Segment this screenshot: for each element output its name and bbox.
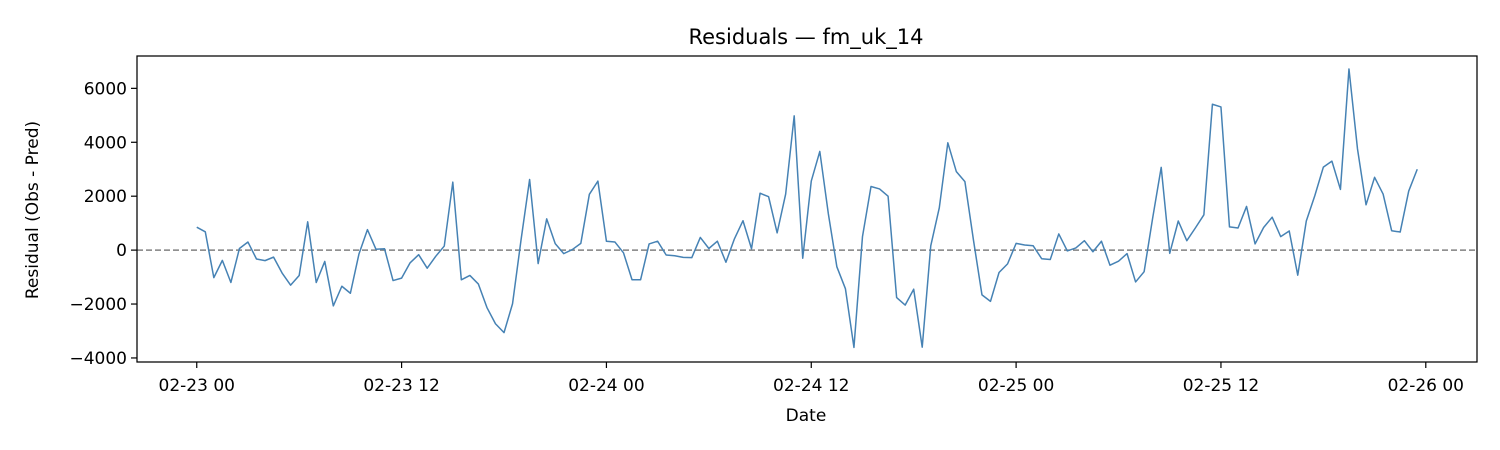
y-tick-label: 4000 bbox=[84, 133, 127, 153]
x-tick-label: 02-24 00 bbox=[568, 376, 644, 396]
y-tick-label: −2000 bbox=[69, 295, 127, 315]
residual-series-line bbox=[196, 68, 1418, 349]
plot-area bbox=[137, 68, 1477, 349]
x-axis-label: Date bbox=[786, 406, 827, 426]
plot-frame bbox=[136, 55, 1478, 363]
x-tick-label: 02-24 12 bbox=[773, 376, 849, 396]
x-tick-label: 02-23 12 bbox=[363, 376, 439, 396]
y-tick-label: 0 bbox=[116, 241, 127, 261]
y-tick-label: 6000 bbox=[84, 79, 127, 99]
x-tick-label: 02-26 00 bbox=[1388, 376, 1464, 396]
y-tick-label: −4000 bbox=[69, 349, 127, 369]
y-tick-label: 2000 bbox=[84, 187, 127, 207]
x-tick-label: 02-23 00 bbox=[159, 376, 235, 396]
x-axis: 02-23 00 02-23 12 02-24 00 02-24 12 02-25 00… bbox=[159, 362, 1464, 396]
y-axis-label: Residual (Obs - Pred) bbox=[23, 121, 43, 299]
x-tick-label: 02-25 00 bbox=[978, 376, 1054, 396]
x-tick-label: 02-25 12 bbox=[1183, 376, 1259, 396]
chart-title: Residuals — fm_uk_14 bbox=[688, 25, 923, 50]
y-axis: −4000 −2000 0 2000 4000 6000 bbox=[69, 79, 137, 369]
